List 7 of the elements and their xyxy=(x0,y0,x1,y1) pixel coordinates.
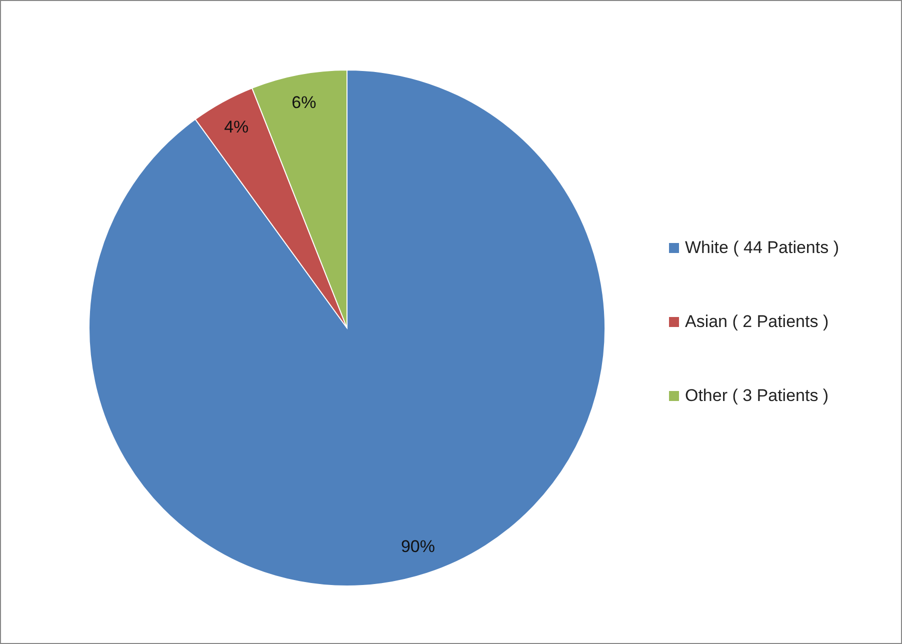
data-label: 6% xyxy=(292,92,316,112)
legend-label: White ( 44 Patients ) xyxy=(684,238,839,258)
data-label: 90% xyxy=(400,536,435,556)
pie-slice xyxy=(88,70,606,586)
legend-label: Asian ( 2 Patients ) xyxy=(684,312,829,332)
data-label: 4% xyxy=(224,117,249,136)
legend-label: Other ( 3 Patients ) xyxy=(684,386,829,406)
